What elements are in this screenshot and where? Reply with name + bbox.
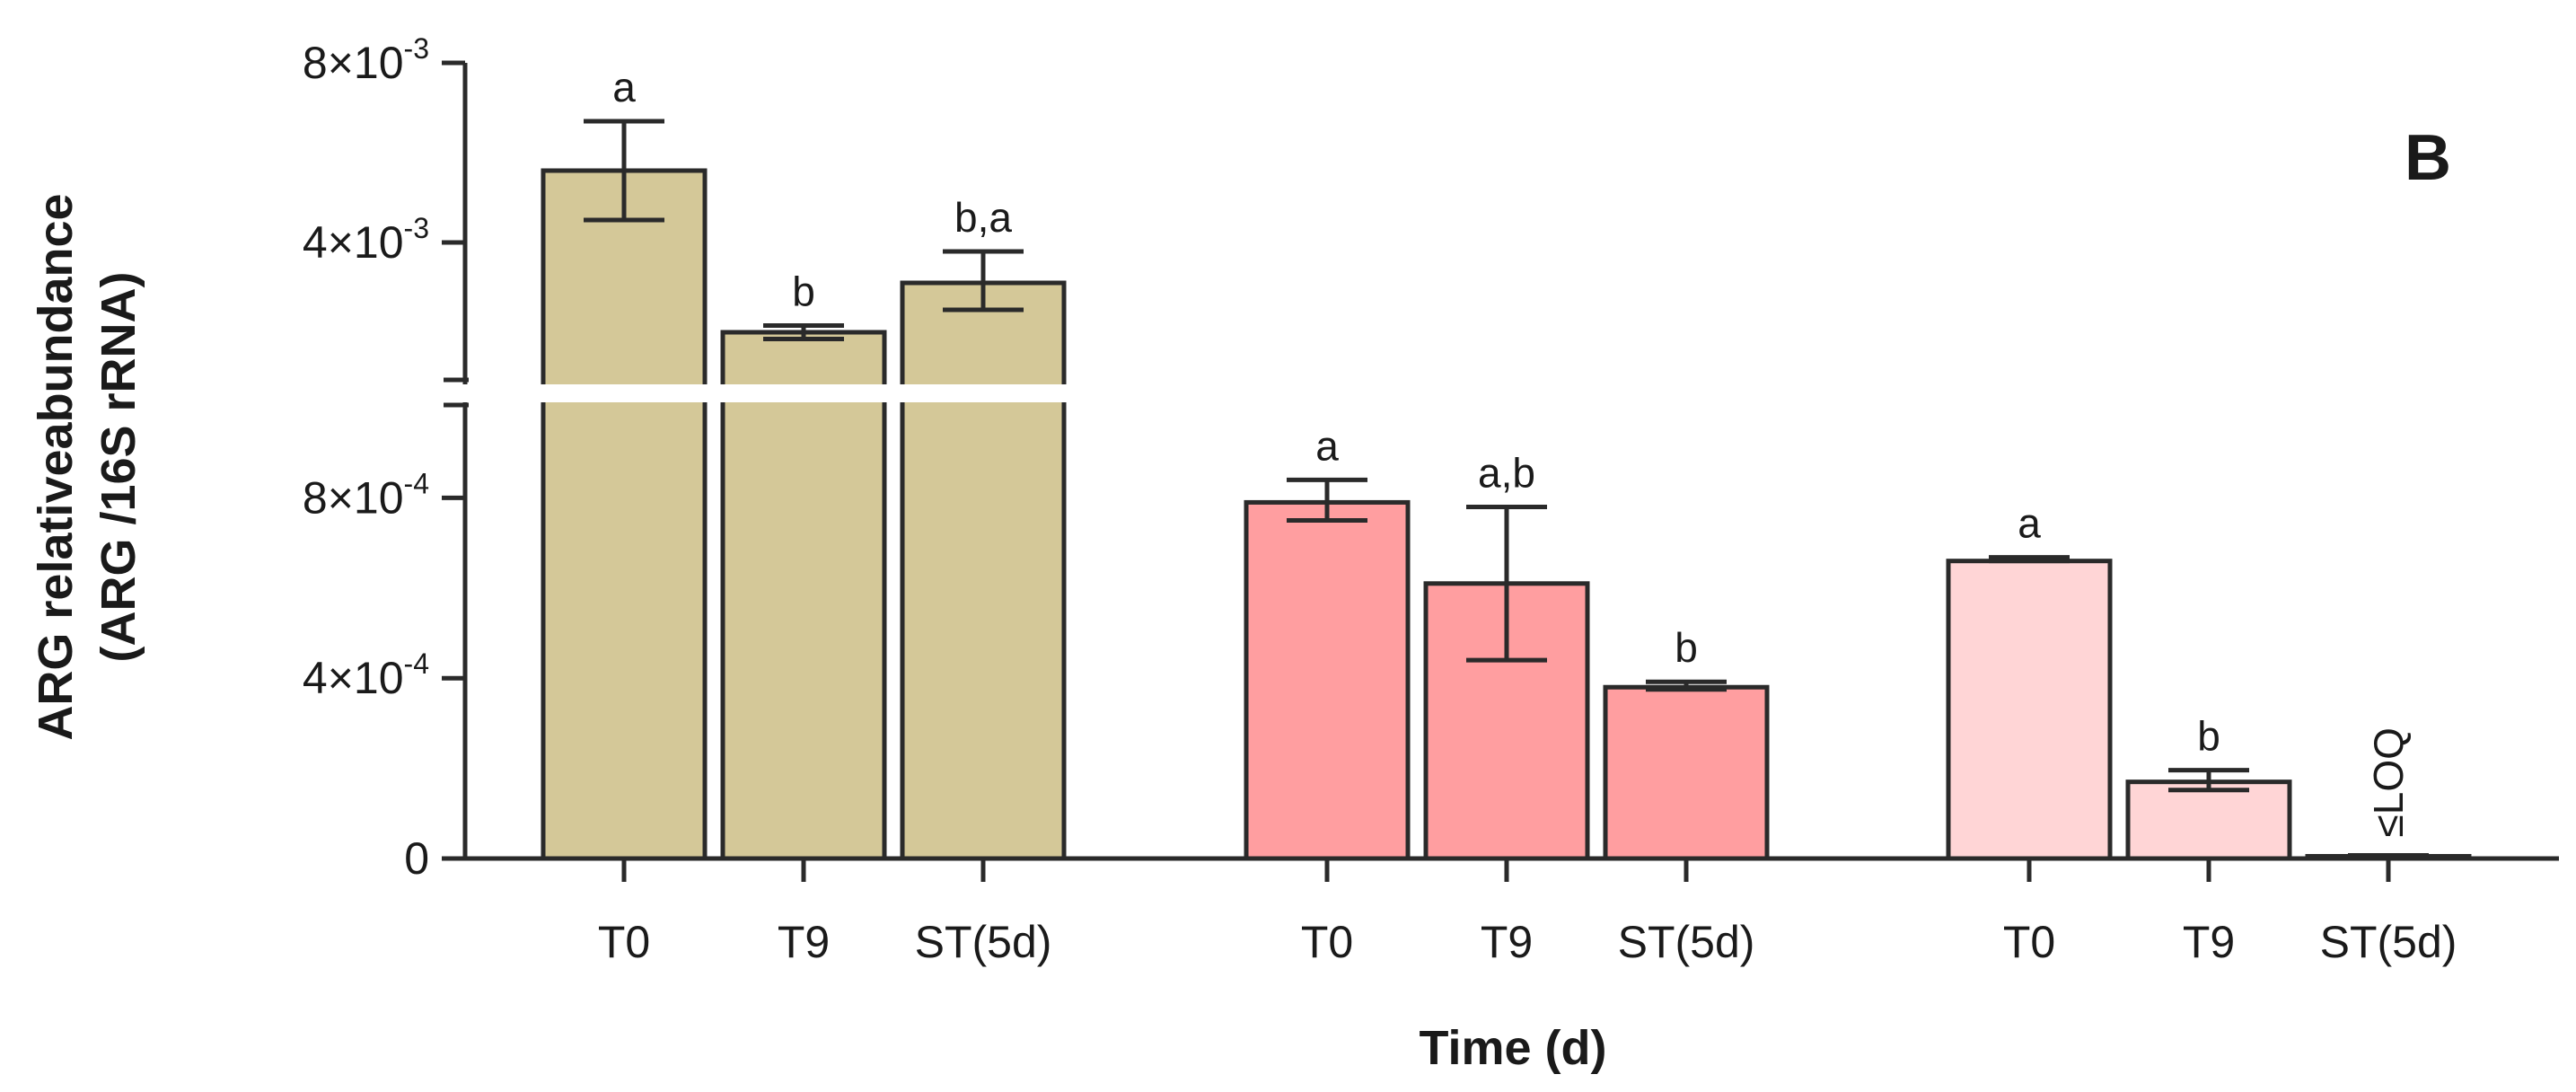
bar <box>900 280 1067 861</box>
break-band <box>438 384 1067 402</box>
y-tick-label: 0 <box>404 833 429 884</box>
bar <box>1244 499 1411 861</box>
significance-label: a <box>1315 422 1339 469</box>
x-tick-label: ST(5d) <box>1618 917 1755 967</box>
y-axis-title-2: (ARG /16S rRNA) <box>92 271 145 662</box>
significance-label: a <box>612 64 636 110</box>
significance-label: a <box>2018 500 2041 547</box>
x-tick-label: T9 <box>2183 917 2235 967</box>
significance-label: a,b <box>1478 449 1535 496</box>
labels: T0 a T9 b ST(5d) b,a T0 a T9 a,b ST(5d) b T0 a T9 b ST(5… <box>29 64 2457 1075</box>
bar <box>541 168 708 861</box>
x-tick-label: T9 <box>778 917 830 967</box>
x-tick-label: ST(5d) <box>2320 917 2457 967</box>
y-tick-label: 8×10-4 <box>303 467 429 523</box>
y-tick-label: 4×10-4 <box>303 647 429 703</box>
y-axis-title: ARG relativeabundance <box>29 193 83 740</box>
bar <box>720 330 887 861</box>
significance-label: b <box>1675 624 1698 671</box>
significance-label: ≤LOQ <box>2365 727 2412 837</box>
x-axis-title: Time (d) <box>1419 1021 1606 1075</box>
x-tick-label: T0 <box>1301 917 1353 967</box>
significance-label: b <box>792 269 815 315</box>
y-tick-label: 4×10-3 <box>303 212 429 268</box>
y-tick-label: 8×10-3 <box>303 32 429 88</box>
bar <box>1603 684 1770 861</box>
x-tick-label: T0 <box>598 917 650 967</box>
significance-label: b <box>2197 713 2220 760</box>
bar <box>2125 779 2292 861</box>
x-tick-label: ST(5d) <box>915 917 1052 967</box>
x-tick-label: T0 <box>2003 917 2055 967</box>
panel-label: B <box>2405 122 2451 194</box>
significance-label: b,a <box>954 194 1012 241</box>
x-tick-label: T9 <box>1481 917 1533 967</box>
bar <box>1946 559 2113 861</box>
axis-break <box>438 377 1067 408</box>
bars <box>541 119 2472 861</box>
